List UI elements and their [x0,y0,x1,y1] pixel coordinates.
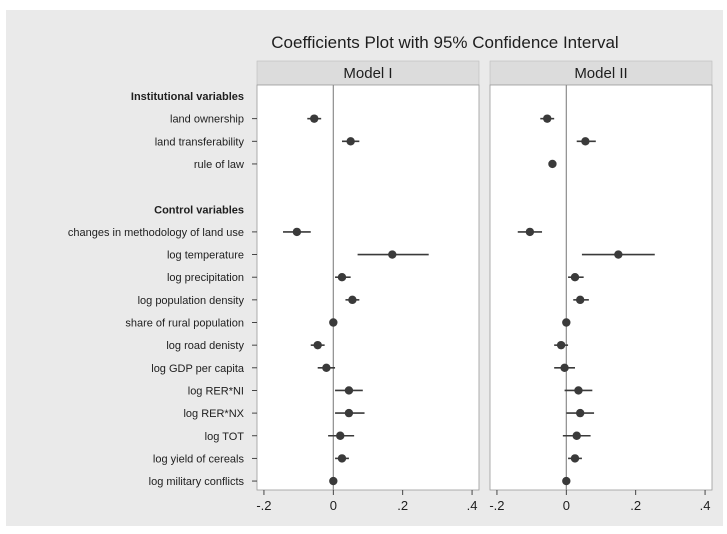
coef-point [348,295,357,305]
coef-point [329,318,338,327]
coef-point [562,318,571,327]
row-label: log road denisty [166,340,244,352]
panel-title: Model II [574,65,627,82]
row-label: log military conflicts [149,476,245,488]
coef-point [614,250,623,259]
coef-point [572,431,581,440]
x-tick-label: .2 [630,498,641,513]
coef-point [570,454,580,463]
x-tick-label: 0 [563,498,570,513]
coef-point [570,273,580,282]
coef-point [556,340,566,350]
coef-point [337,273,347,282]
x-tick-label: .4 [700,498,711,513]
x-tick-label: -.2 [256,498,271,513]
row-label: rule of law [194,159,244,171]
coef-point [310,114,319,123]
row-label: changes in methodology of land use [68,227,244,239]
row-label: log precipitation [167,272,244,284]
coef-point [562,476,571,486]
coef-point [322,363,331,372]
panel-strip [256,60,480,86]
row-label: log population density [138,295,245,307]
row-label: land ownership [170,114,244,126]
row-label: log GDP per capita [151,363,245,375]
x-tick-label: .4 [467,498,478,513]
row-label: land transferability [155,136,245,148]
coef-point [525,227,535,237]
group-label: Institutional variables [131,91,244,103]
chart-title: Coefficients Plot with 95% Confidence In… [271,33,618,52]
plot-region [489,84,713,491]
plot-region [256,84,480,491]
coef-point [574,386,583,395]
row-label: log RER*NX [183,408,244,420]
group-label: Control variables [154,204,244,216]
row-label: log RER*NI [188,385,244,397]
x-tick-label: 0 [330,498,337,513]
coef-point [344,386,354,395]
coef-point [388,250,397,259]
row-label: share of rural population [125,318,244,330]
coef-point [292,227,302,237]
row-label: log TOT [205,431,245,443]
coef-point [344,408,354,418]
x-tick-label: .2 [397,498,408,513]
coef-point [337,454,347,463]
coef-point [560,363,569,372]
row-label: log yield of cereals [153,453,245,465]
panel-title: Model I [343,65,392,82]
coef-point [581,137,590,146]
coef-point [336,431,345,440]
coef-point [548,159,557,169]
coef-point [313,340,322,350]
coef-point [575,408,585,418]
coef-point [346,137,355,146]
row-label: log temperature [167,250,244,262]
x-tick-label: -.2 [489,498,504,513]
coef-point [543,114,552,123]
coef-point [575,295,585,305]
coef-point [329,476,338,486]
